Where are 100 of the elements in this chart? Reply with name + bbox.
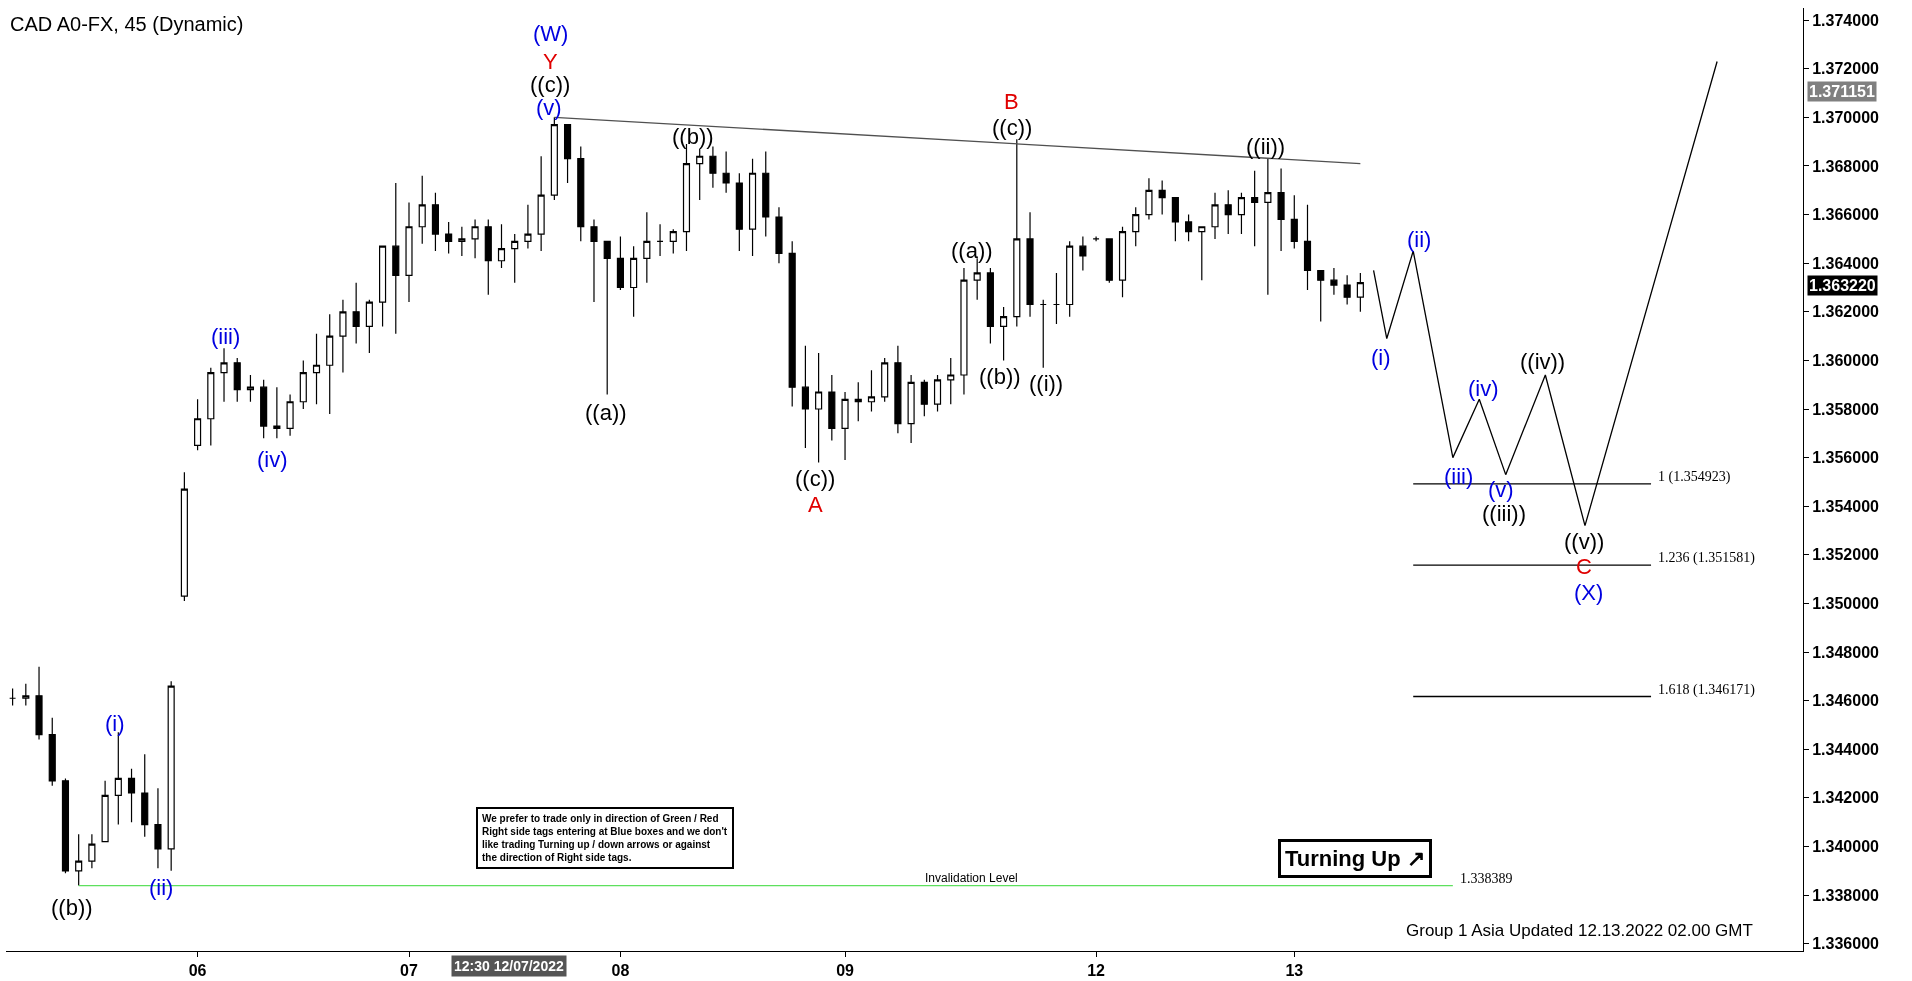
candlestick [590, 218, 598, 303]
candlestick [48, 717, 56, 787]
candlestick [379, 245, 387, 327]
candlestick [1171, 196, 1179, 242]
y-tick-label: 1.374000 [1812, 11, 1880, 29]
annotation: ((b)) [51, 895, 93, 920]
candlestick [1303, 204, 1312, 291]
annotation: (i) [105, 711, 125, 736]
annotation: (i) [1371, 345, 1391, 370]
annotation: ((i)) [1029, 371, 1064, 396]
series-label: 1.236 (1.351581) [1658, 550, 1756, 566]
candlestick [75, 833, 83, 886]
candlestick [273, 386, 281, 439]
annotation: (iv) [257, 447, 288, 472]
candlestick [1251, 170, 1259, 247]
annotation: ((ii)) [1246, 134, 1286, 159]
y-tick-label: 1.344000 [1812, 740, 1880, 758]
candlestick [669, 228, 677, 255]
candlestick [748, 158, 757, 257]
candlestick [801, 345, 809, 449]
candlestick [616, 235, 624, 291]
y-tick-label: 1.366000 [1812, 206, 1880, 224]
y-tick-label: 1.368000 [1812, 157, 1880, 175]
candlestick [603, 240, 611, 396]
candlestick [61, 777, 70, 874]
candlestick [1132, 206, 1140, 247]
candlestick [365, 299, 373, 354]
candlestick [1118, 226, 1127, 298]
annotation: B [1004, 89, 1019, 114]
candlestick [947, 357, 955, 405]
annotation: (iii) [211, 324, 241, 349]
y-tick-label: 1.338000 [1812, 886, 1880, 904]
candlestick [194, 398, 202, 451]
candlestick [497, 223, 506, 269]
series-label: 1.618 (1.346171) [1658, 682, 1756, 698]
annotation: (iv) [1468, 376, 1499, 401]
candlestick [1224, 189, 1232, 235]
candlestick [1277, 167, 1285, 252]
candlestick [127, 768, 136, 823]
candlestick [735, 172, 743, 252]
annotation: ((c)) [992, 115, 1033, 140]
candlestick [299, 359, 307, 410]
candlestick [577, 145, 585, 242]
candlestick [907, 374, 915, 444]
annotation: Group 1 Asia Updated 12.13.2022 02.00 GMT [1406, 921, 1753, 940]
candlestick [1066, 240, 1074, 318]
y-tick-label: 1.362000 [1812, 303, 1880, 321]
candlestick [1211, 192, 1219, 240]
y-tick-label: 1.346000 [1812, 692, 1880, 710]
candlestick [312, 333, 321, 405]
annotation: A [808, 492, 823, 517]
annotation: ((c)) [530, 72, 571, 97]
candlestick [1356, 272, 1364, 313]
y-tick-label: 1.358000 [1812, 400, 1880, 418]
y-tick-label: 1.340000 [1812, 838, 1880, 856]
candlestick [986, 267, 994, 344]
candlestick [9, 687, 17, 707]
candlestick [260, 379, 268, 439]
y-tick-label: 1.352000 [1812, 546, 1880, 564]
series-label: 1.338389 [1460, 871, 1513, 886]
candlestick [775, 206, 783, 264]
candlestick [788, 240, 796, 408]
candlestick [1039, 299, 1047, 369]
annotation: (X) [1574, 580, 1604, 605]
y-tick-label: 1.348000 [1812, 643, 1880, 661]
candlestick [445, 221, 453, 255]
candlestick [1052, 272, 1061, 325]
candlestick [207, 367, 215, 447]
text: 12:30 12/07/2022 [454, 958, 564, 974]
candlestick [1013, 138, 1021, 327]
text: 1.363220 [1809, 277, 1876, 294]
candlestick [563, 124, 572, 184]
candlestick [1158, 179, 1166, 216]
candlestick [418, 175, 426, 245]
y-tick-label: 1.336000 [1812, 935, 1880, 953]
x-tick-label: 06 [188, 962, 207, 980]
candlestick [405, 201, 413, 303]
candlestick [141, 753, 149, 838]
candlestick [1290, 194, 1298, 250]
candlestick [101, 780, 109, 843]
annotation: ((a)) [585, 400, 627, 425]
candlestick [484, 218, 492, 296]
candlestick [286, 393, 294, 437]
series-label: 1 (1.354923) [1658, 469, 1731, 485]
x-tick-label: 07 [400, 962, 418, 980]
candlestick [696, 148, 704, 201]
candlestick [167, 680, 175, 872]
candlestick [630, 245, 638, 318]
candlestick [154, 787, 162, 869]
candlestick [828, 374, 836, 442]
annotation: (v) [1488, 477, 1514, 502]
annotation: ((b)) [672, 124, 714, 149]
y-tick-label: 1.342000 [1812, 789, 1880, 807]
candlestick [960, 267, 968, 396]
candlestick [1079, 235, 1087, 272]
candlestick [246, 374, 255, 403]
x-tick-label: 13 [1285, 962, 1304, 980]
candlestick [458, 226, 466, 257]
candlestick [762, 150, 770, 238]
x-tick-label: 09 [836, 962, 855, 980]
